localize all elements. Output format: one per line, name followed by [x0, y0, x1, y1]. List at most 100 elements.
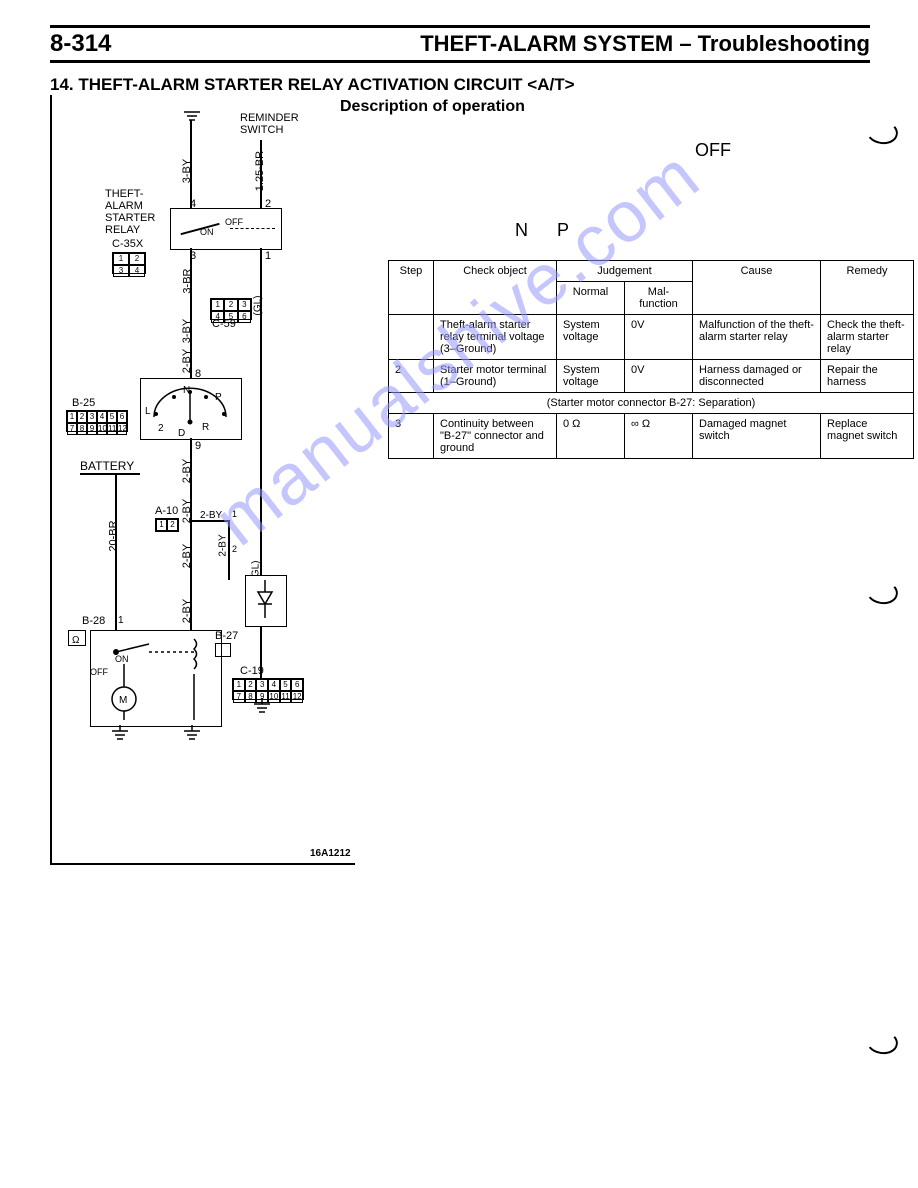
- pin-label: 9: [195, 440, 201, 452]
- binder-hole-icon: [864, 1027, 900, 1056]
- connector-label: B-25: [72, 397, 95, 409]
- svg-text:M: M: [119, 695, 127, 706]
- pos-2: 2: [158, 423, 164, 434]
- th-normal: Normal: [557, 282, 625, 315]
- wire-label: 2-BY: [181, 544, 193, 568]
- starter-off: OFF: [90, 668, 108, 678]
- floating-np-text: N P: [515, 220, 581, 241]
- ground-icon: [182, 725, 202, 743]
- cell-step: [389, 315, 434, 360]
- pin-label: 2: [265, 198, 271, 210]
- cell-check: Starter motor terminal (1–Ground): [434, 360, 557, 393]
- wire-label: (GL): [253, 296, 264, 316]
- connector-label: B-28: [82, 615, 105, 627]
- cell-normal: System voltage: [557, 315, 625, 360]
- contact-dash: [230, 228, 275, 230]
- starter-internals-icon: M: [94, 634, 216, 721]
- table-row: Theft-alarm starter relay terminal volta…: [389, 315, 914, 360]
- header-rule-top: [50, 25, 870, 28]
- connector-icon: 123456 789101112: [232, 678, 304, 700]
- relay-on: ON: [200, 228, 214, 238]
- cell-normal: System voltage: [557, 360, 625, 393]
- pin-label: 4: [190, 198, 196, 210]
- cell-cause: Malfunction of the theft-alarm starter r…: [693, 315, 821, 360]
- connector-label: C-35X: [112, 238, 143, 250]
- cell-remedy: Replace magnet switch: [821, 414, 914, 459]
- diode-icon: [250, 580, 280, 620]
- table-row: 2 Starter motor terminal (1–Ground) Syst…: [389, 360, 914, 393]
- cell-mal: ∞ Ω: [625, 414, 693, 459]
- cell-mal: 0V: [625, 360, 693, 393]
- wire-label: 20-BR: [108, 520, 120, 551]
- binder-hole-icon: [864, 577, 900, 606]
- cell-cause: Harness damaged or disconnected: [693, 360, 821, 393]
- th-check: Check object: [434, 261, 557, 315]
- cell-check: Theft-alarm starter relay terminal volta…: [434, 315, 557, 360]
- page-container: 8-314 THEFT-ALARM SYSTEM – Troubleshooti…: [0, 0, 918, 1188]
- wire-label: 2-BY: [218, 534, 229, 556]
- th-cause: Cause: [693, 261, 821, 315]
- th-judgement: Judgement: [557, 261, 693, 282]
- ground-icon: [110, 725, 130, 743]
- troubleshooting-table: Step Check object Judgement Cause Remedy…: [388, 260, 914, 459]
- pos-P: P: [215, 392, 222, 403]
- cell-remedy: Repair the harness: [821, 360, 914, 393]
- connector-label: C-19: [240, 665, 264, 677]
- connector-label: C-59: [212, 318, 236, 330]
- wire-line: [260, 248, 262, 698]
- cell-remedy: Check the theft-alarm starter relay: [821, 315, 914, 360]
- connector-icon: 12: [155, 518, 179, 532]
- battery-label: BATTERY: [80, 460, 134, 473]
- cell-step: 3: [389, 414, 434, 459]
- figure-number: 16A1212: [310, 848, 351, 859]
- wire-label: 2-BY: [181, 349, 193, 373]
- pin-label: 1: [265, 250, 271, 262]
- figure-bottom-border: [50, 863, 355, 865]
- wire-label: 2-BY: [181, 599, 193, 623]
- th-malfunction: Mal- function: [625, 282, 693, 315]
- table-row: 3 Continuity between "B-27" connector an…: [389, 414, 914, 459]
- section-number: 14.: [50, 75, 74, 94]
- ground-icon: [252, 698, 272, 716]
- pos-D: D: [178, 428, 185, 439]
- header-title: THEFT-ALARM SYSTEM – Troubleshooting: [420, 31, 870, 57]
- connector-label: B-27: [215, 630, 238, 642]
- th-remedy: Remedy: [821, 261, 914, 315]
- wire-line: [80, 473, 140, 475]
- cell-separator: (Starter motor connector B-27: Separatio…: [389, 393, 914, 414]
- figure-left-border: [50, 95, 52, 865]
- wire-label: 3-BY: [181, 159, 193, 183]
- table-separator-row: (Starter motor connector B-27: Separatio…: [389, 393, 914, 414]
- page-number: 8-314: [50, 30, 111, 58]
- terminal-icon: [215, 643, 231, 657]
- section-title: 14. THEFT-ALARM STARTER RELAY ACTIVATION…: [50, 75, 575, 95]
- wiring-diagram: REMINDER SWITCH 3-BY 1.25-BR THEFT- ALAR…: [60, 110, 360, 850]
- connector-icon: 1234: [112, 252, 146, 274]
- connector-label: A-10: [155, 505, 178, 517]
- pos-N: N: [183, 385, 190, 396]
- cell-cause: Damaged magnet switch: [693, 414, 821, 459]
- terminal-icon: Ω: [68, 630, 86, 646]
- header-row: 8-314 THEFT-ALARM SYSTEM – Troubleshooti…: [50, 30, 870, 58]
- section-heading: THEFT-ALARM STARTER RELAY ACTIVATION CIR…: [78, 75, 574, 94]
- floating-off-text: OFF: [695, 140, 731, 161]
- diagram-label-reminder: REMINDER SWITCH: [240, 112, 299, 136]
- cell-step: 2: [389, 360, 434, 393]
- header-rule-bottom: [50, 60, 870, 63]
- connector-icon: 123456 789101112: [66, 410, 128, 432]
- cell-normal: 0 Ω: [557, 414, 625, 459]
- wire-label: 3-BR: [181, 269, 193, 294]
- relay-off: OFF: [225, 218, 243, 228]
- wire-label: 2-BY: [200, 510, 222, 521]
- cell-check: Continuity between "B-27" connector and …: [434, 414, 557, 459]
- cell-mal: 0V: [625, 315, 693, 360]
- wire-line: [115, 473, 117, 633]
- ground-icon: [182, 110, 202, 124]
- binder-hole-icon: [864, 117, 900, 146]
- starter-on: ON: [115, 655, 129, 665]
- table-header-row: Step Check object Judgement Cause Remedy: [389, 261, 914, 282]
- pos-R: R: [202, 422, 209, 433]
- wire-label: 1.25-BR: [254, 151, 266, 191]
- pos-L: L: [145, 406, 151, 417]
- th-step: Step: [389, 261, 434, 315]
